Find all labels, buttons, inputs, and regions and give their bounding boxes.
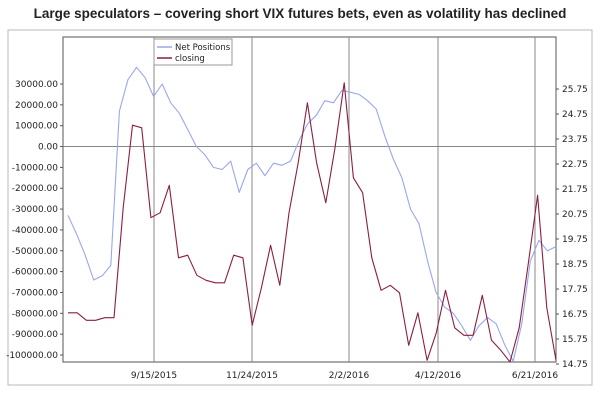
left-tick-label: -50000.00 (12, 247, 58, 257)
x-tick-label: 6/21/2016 (512, 371, 558, 381)
left-tick-label: -20000.00 (12, 184, 58, 194)
x-axis: 9/15/2015 11/24/2015 2/2/2016 4/12/2016 6/21… (131, 371, 558, 381)
x-tick-label: 11/24/2015 (226, 371, 278, 381)
series-line-net-positions (67, 66, 557, 362)
left-tick-label: -100000.00 (6, 351, 58, 361)
left-tick-label: 30000.00 (15, 80, 58, 90)
right-tick-label: 23.75 (562, 135, 588, 145)
legend-label: Net Positions (175, 43, 231, 53)
series-line-closing (68, 82, 557, 363)
right-tick-label: 15.75 (562, 335, 588, 345)
left-axis: 30000.00 20000.00 10000.00 0.00 -10000.00 -20… (6, 80, 63, 361)
left-tick-label: -10000.00 (12, 163, 58, 173)
left-tick-label: 0.00 (38, 143, 58, 153)
right-tick-label: 21.75 (562, 185, 588, 195)
right-tick-label: 17.75 (562, 285, 588, 295)
left-tick-label: -30000.00 (12, 205, 58, 215)
series-group (67, 66, 557, 363)
right-axis: 25.75 24.75 23.75 22.75 21.75 20.75 19.75 18.75… (556, 85, 588, 370)
right-tick-label: 20.75 (562, 210, 588, 220)
left-tick-label: -90000.00 (12, 330, 58, 340)
right-tick-label: 25.75 (562, 85, 588, 95)
chart-title: Large speculators – covering short VIX f… (33, 6, 567, 21)
right-tick-label: 24.75 (562, 110, 588, 120)
right-tick-label: 14.75 (562, 360, 588, 370)
plot-area (62, 36, 557, 363)
left-tick-label: -40000.00 (12, 226, 58, 236)
left-tick-label: -80000.00 (12, 309, 58, 319)
legend-box (153, 38, 233, 66)
right-tick-label: 19.75 (562, 235, 588, 245)
right-tick-label: 22.75 (562, 160, 588, 170)
right-tick-label: 16.75 (562, 310, 588, 320)
legend-label: closing (175, 54, 205, 64)
grid (63, 37, 556, 362)
x-tick-label: 4/12/2016 (415, 371, 461, 381)
left-tick-label: -70000.00 (12, 288, 58, 298)
right-tick-label: 18.75 (562, 260, 588, 270)
left-tick-label: 10000.00 (15, 122, 58, 132)
x-tick-label: 2/2/2016 (329, 371, 370, 381)
left-tick-label: 20000.00 (15, 101, 58, 111)
left-tick-label: -60000.00 (12, 268, 58, 278)
x-tick-label: 9/15/2015 (131, 371, 177, 381)
